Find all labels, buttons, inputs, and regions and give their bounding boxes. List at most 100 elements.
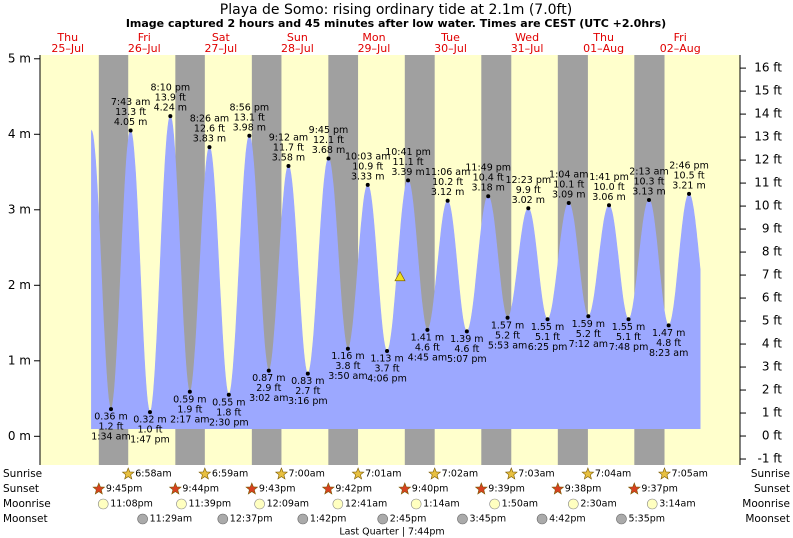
tide-feet: 11.7 ft [273,142,304,153]
sunrise-icon [274,467,288,480]
tide-meters: 3.39 m [391,167,424,178]
moonrise-time: 1:14am [423,499,459,510]
tide-feet: 13.9 ft [155,93,186,104]
tide-time: 11:49 pm [465,163,511,174]
tide-segment [466,195,489,430]
moonrise-time: 12:41am [345,499,387,510]
tide-segment [568,202,589,430]
day-date: 01–Aug [583,42,624,55]
day-date: 30–Jul [434,42,467,55]
tide-point [445,198,450,203]
y2-tick-label: 12 ft [754,153,782,167]
sunrise-icon [658,467,671,480]
tide-meters: 3.09 m [552,189,585,200]
moonset-time: 3:45pm [469,514,506,525]
tide-point [266,368,271,373]
tide-area [91,115,701,430]
tide-point [406,178,411,183]
moonset-icon [377,513,389,525]
day-date: 25–Jul [51,42,84,55]
tide-meters: 0.59 m [173,394,206,405]
tide-segment [249,134,270,430]
tide-segment [547,202,570,430]
tide-time: 7:48 pm [609,342,649,353]
y2-tick-label: 13 ft [754,130,782,144]
tide-segment [628,199,650,430]
tide-feet: 11.1 ft [393,157,424,168]
tide-time: 4:45 am [408,352,447,363]
tide-time: 10:41 pm [385,147,431,158]
tide-segment [668,193,690,430]
tide-time: 5:53 am [488,340,527,351]
moonrise-icon [410,498,422,510]
tide-feet: 1.0 ft [137,425,162,436]
y-tick-label: 1 m [8,353,31,367]
chart-subtitle: Image captured 2 hours and 45 minutes af… [126,17,666,30]
tide-time: 8:26 am [190,114,229,125]
tide-segment [427,200,448,430]
moonset-time: 2:45pm [390,514,427,525]
day-name: Mon [362,31,385,44]
moonrise-time: 3:14am [659,499,695,510]
y2-tick-label: 2 ft [762,383,782,397]
tide-time: 2:17 am [170,414,209,425]
y2-tick-label: -1 ft [758,452,783,466]
tide-point [626,317,631,322]
tide-point [247,133,252,138]
moonrise-icon [176,498,187,510]
moonrise-icon [332,498,344,510]
tide-time: 2:30 pm [209,417,249,428]
moonrise-icon [254,498,265,510]
tide-feet: 10.9 ft [352,161,383,172]
moonrise-time: 11:39pm [188,499,231,510]
tide-meters: 4.05 m [114,117,147,128]
moon-phase: Last Quarter | 7:44pm [339,527,444,538]
y2-tick-label: 9 ft [762,222,782,236]
sunset-time: 9:44pm [182,484,219,495]
tide-time: 2:13 am [629,166,668,177]
sunset-time: 9:39pm [488,484,525,495]
moonset-time: 12:37pm [230,514,273,525]
tide-time: 1:41 pm [589,172,629,183]
tide-point [545,317,550,322]
tide-feet: 10.4 ft [473,173,504,184]
tide-segment [608,204,629,430]
row-label: Sunset [754,483,790,495]
sunset-icon [321,482,335,495]
tide-segment [130,129,151,430]
y2-tick-label: 16 ft [754,61,782,75]
moonset-icon [297,513,309,525]
sunset-icon [474,482,488,495]
tide-segment [588,204,610,430]
tide-meters: 3.06 m [592,192,625,203]
tide-segment [447,200,468,430]
sunset-icon [92,482,106,495]
row-label: Moonrise [3,498,51,510]
tide-point [526,206,531,211]
moonset-time: 5:35pm [628,514,665,525]
tide-meters: 3.12 m [431,187,464,198]
tide-point [566,200,571,205]
tide-meters: 3.21 m [672,180,705,191]
tide-feet: 5.2 ft [576,329,601,340]
tide-time: 2:46 pm [669,160,709,171]
tide-time: 1:34 am [91,432,130,443]
day-name: Fri [674,31,687,44]
tide-segment [386,179,409,430]
y-tick-label: 5 m [8,51,31,65]
sunrise-time: 6:59am [212,469,248,480]
tide-time: 7:43 am [111,97,150,108]
day-date: 26–Jul [128,42,161,55]
tide-time: 11:06 am [425,167,470,178]
tide-meters: 3.18 m [471,183,504,194]
tide-segment [528,207,548,430]
tide-segment [307,157,329,430]
tide-segment [209,146,230,430]
tide-meters: 0.87 m [252,373,285,384]
tide-point [586,314,591,319]
tide-time: 12:23 pm [505,175,551,186]
tide-meters: 0.83 m [291,376,324,387]
moonrise-time: 1:50am [502,499,538,510]
tide-feet: 10.2 ft [432,177,463,188]
